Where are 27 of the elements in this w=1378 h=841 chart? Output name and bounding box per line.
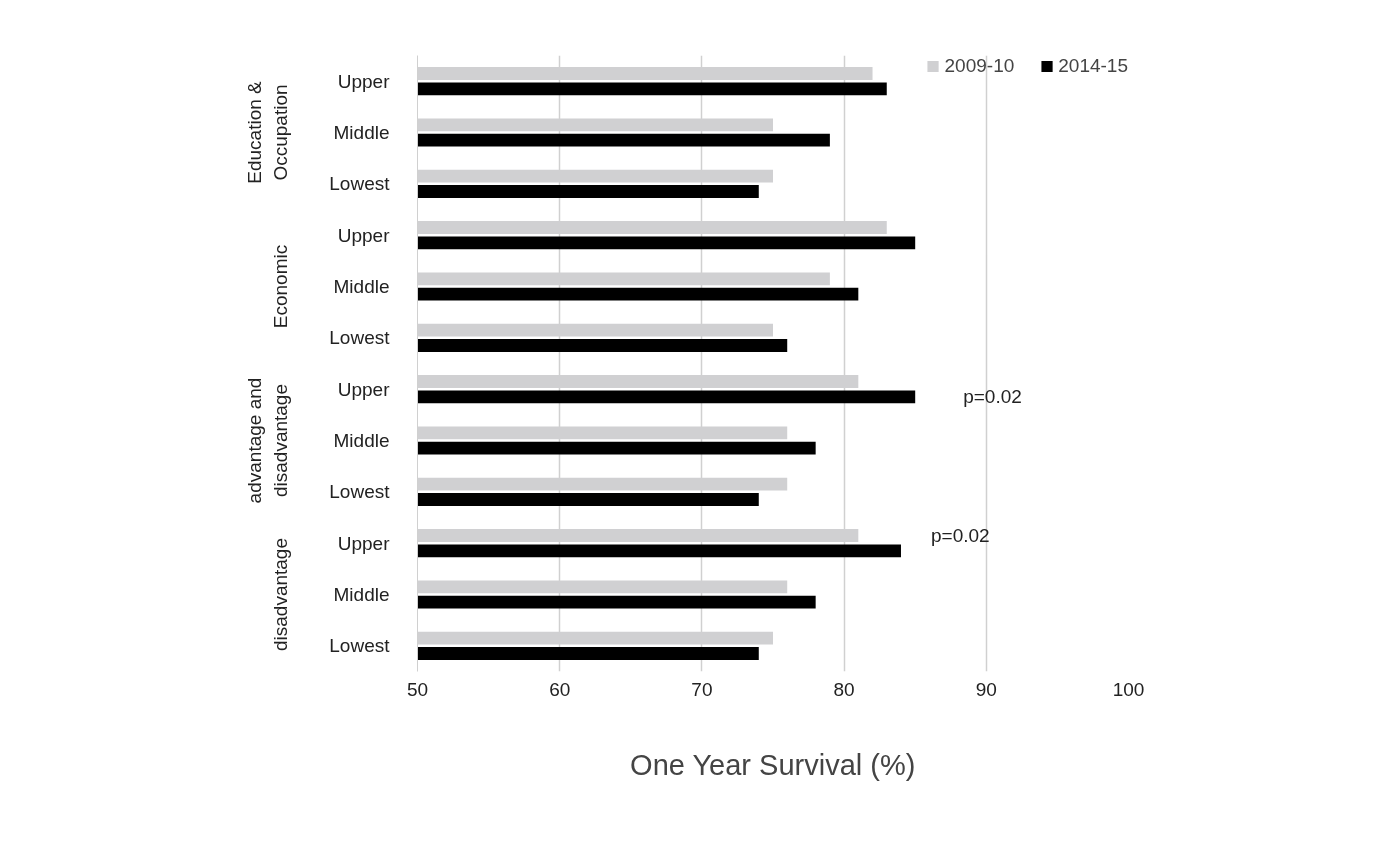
text: Education & Occupation [244, 80, 291, 184]
x-tick-label: 100 [1112, 678, 1145, 700]
y-tick-label: Middle [333, 430, 390, 451]
y-tick-label: Middle [333, 276, 390, 297]
y-tick-label: Lowest [329, 327, 391, 349]
x-tick-label: 90 [975, 678, 997, 700]
y-tick-label: Upper [337, 378, 391, 400]
y-tick-label: Middle [333, 584, 390, 605]
y-tick-label: Upper [337, 70, 391, 92]
x-axis-title: One Year Survival (%) [630, 748, 916, 781]
text: disadvantage [269, 537, 291, 652]
x-tick-label: 60 [549, 678, 571, 700]
text: Economic [269, 244, 291, 329]
y-tick-label: Lowest [329, 173, 391, 195]
y-tick-label: Middle [333, 122, 390, 143]
y-tick-label: Lowest [329, 635, 391, 657]
y-tick-label: Lowest [329, 481, 391, 503]
legend-label: 2014-15 [1058, 55, 1128, 77]
annotation: p=0.02 [963, 386, 1022, 408]
annotation: p=0.02 [930, 524, 990, 546]
x-tick-label: 50 [406, 678, 429, 700]
y-tick-label: Upper [337, 224, 391, 246]
x-tick-label: 80 [833, 678, 855, 700]
legend-label: 2009-10 [944, 55, 1015, 77]
y-tick-label: Upper [337, 532, 391, 554]
x-tick-label: 70 [691, 678, 713, 700]
text: advantage and disadvantage [244, 377, 291, 504]
